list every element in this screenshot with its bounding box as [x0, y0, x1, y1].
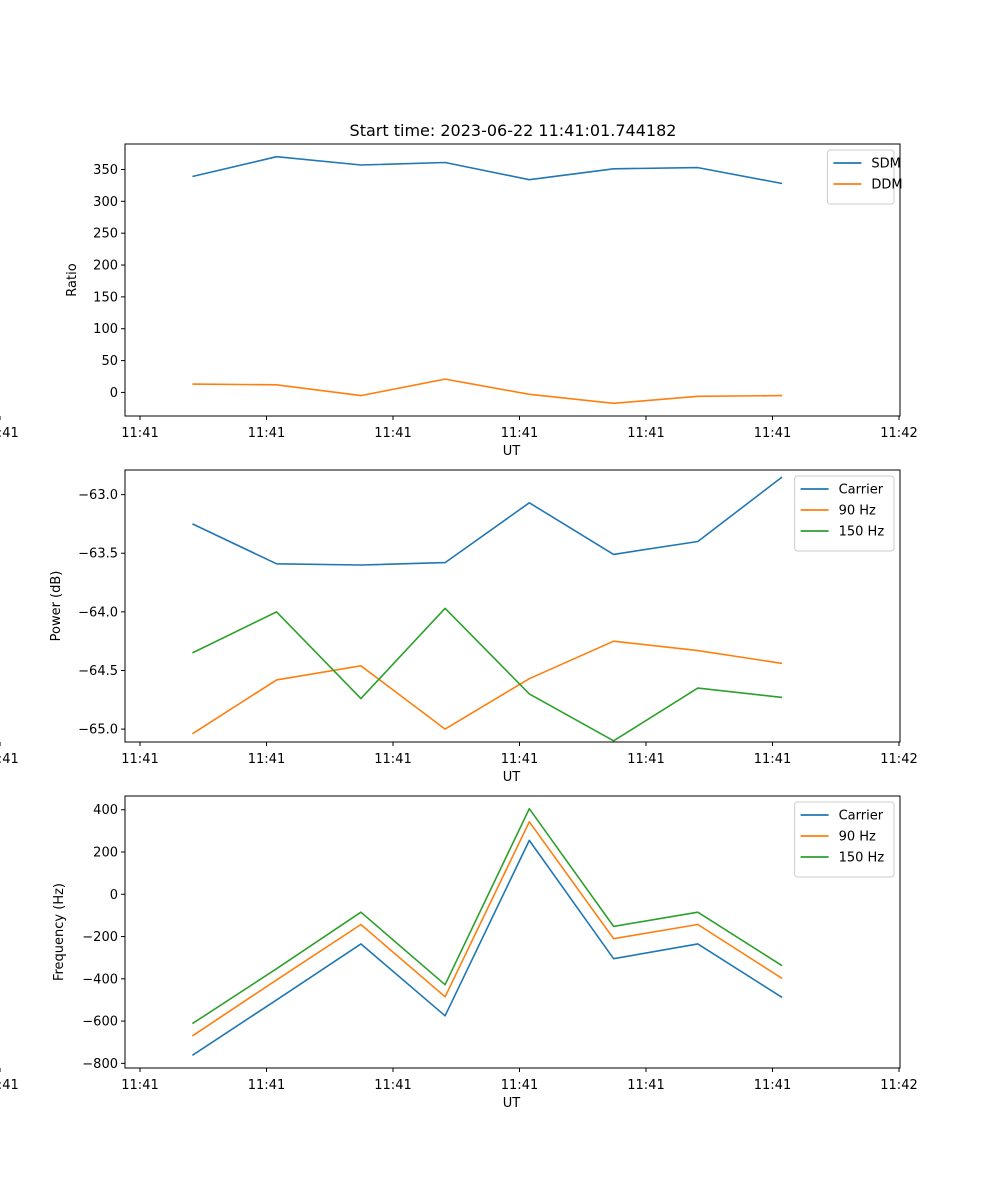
- y-axis-label: Power (dB): [49, 571, 64, 642]
- series-line-carrier: [192, 476, 783, 566]
- series-line-90-hz: [191, 640, 783, 735]
- y-tick-label: −200: [82, 930, 118, 945]
- legend: SDM DDM: [826, 149, 903, 205]
- series-line-90-hz: [191, 820, 783, 1037]
- y-tick-label: 400: [93, 803, 118, 818]
- x-axis-label: UT: [503, 770, 521, 785]
- ratio-subplot: 0 50 100 150 200 250 300 350 11:41 11:41 11:41 11:4…: [0, 143, 918, 459]
- legend-box: [794, 475, 895, 552]
- y-tick-label: 0: [110, 888, 118, 903]
- x-tick-label: 11:41: [501, 1078, 538, 1093]
- x-tick-label: 11:41: [374, 1078, 411, 1093]
- legend-label-ddm: DDM: [871, 178, 902, 193]
- legend-label-90-hz: 90 Hz: [839, 830, 876, 845]
- axes-frame: [124, 795, 901, 1069]
- y-tick-label: −600: [82, 1015, 118, 1030]
- y-tick-label: 100: [93, 322, 118, 337]
- x-tick-label: 11:41: [0, 1078, 19, 1093]
- x-tick-label: 11:41: [248, 1078, 285, 1093]
- series-line-ddm: [192, 378, 783, 405]
- x-axis-label: UT: [503, 1096, 521, 1111]
- series-line-carrier: [191, 839, 783, 1056]
- x-tick-label: 11:42: [880, 752, 917, 767]
- y-axis-label: Ratio: [65, 263, 80, 296]
- series-line-150-hz: [192, 607, 783, 742]
- series-line-150-hz: [191, 807, 783, 1025]
- x-tick-label: 11:41: [374, 426, 411, 441]
- axes-frame: [124, 143, 901, 417]
- legend-label-carrier: Carrier: [839, 483, 884, 498]
- y-tick-label: −400: [82, 972, 118, 987]
- y-tick-label: −64.0: [78, 605, 118, 620]
- series-line-sdm: [192, 155, 783, 185]
- x-tick-label: 11:41: [501, 752, 538, 767]
- axes-frame: [124, 469, 901, 743]
- y-tick-label: −65.0: [78, 723, 118, 738]
- legend-label-90-hz: 90 Hz: [839, 504, 876, 519]
- legend: Carrier 90 Hz 150 Hz: [794, 475, 895, 552]
- y-tick-label: −64.5: [78, 664, 118, 679]
- x-tick-label: 11:41: [248, 426, 285, 441]
- y-tick-label: 200: [93, 846, 118, 861]
- x-tick-label: 11:41: [754, 1078, 791, 1093]
- legend-label-sdm: SDM: [871, 157, 900, 172]
- x-tick-label: 11:41: [627, 752, 664, 767]
- legend-label-150-hz: 150 Hz: [839, 525, 885, 540]
- y-tick-label: −800: [82, 1057, 118, 1072]
- y-tick-label: 0: [110, 386, 118, 401]
- y-tick-label: 300: [93, 195, 118, 210]
- x-tick-label: 11:41: [374, 752, 411, 767]
- x-tick-label: 11:41: [754, 752, 791, 767]
- x-tick-label: 11:41: [627, 1078, 664, 1093]
- frequency-subplot: −800 −600 −400 −200 0 200 400 11:41 11:41 11:41 11…: [0, 795, 918, 1111]
- x-tick-label: 11:41: [627, 426, 664, 441]
- y-tick-label: 150: [93, 290, 118, 305]
- y-axis-label: Frequency (Hz): [52, 883, 67, 981]
- y-tick-label: −63.5: [78, 547, 118, 562]
- y-tick-label: 350: [93, 163, 118, 178]
- x-axis-label: UT: [503, 444, 521, 459]
- x-tick-label: 11:41: [501, 426, 538, 441]
- figure-title: Start time: 2023-06-22 11:41:01.744182: [350, 121, 677, 140]
- legend-label-150-hz: 150 Hz: [839, 851, 885, 866]
- power-subplot: −65.0 −64.5 −64.0 −63.5 −63.0 11:41 11:41 11:41…: [0, 469, 918, 785]
- x-tick-label: 11:42: [880, 1078, 917, 1093]
- y-tick-label: 250: [93, 227, 118, 242]
- legend: Carrier 90 Hz 150 Hz: [794, 801, 895, 878]
- x-tick-label: 11:41: [0, 426, 19, 441]
- legend-label-carrier: Carrier: [839, 809, 884, 824]
- x-tick-label: 11:41: [248, 752, 285, 767]
- x-tick-label: 11:41: [0, 752, 19, 767]
- x-tick-label: 11:42: [880, 426, 917, 441]
- y-tick-label: 200: [93, 259, 118, 274]
- y-tick-label: 50: [101, 354, 118, 369]
- y-tick-label: −63.0: [78, 488, 118, 503]
- x-tick-label: 11:41: [121, 1078, 158, 1093]
- legend-box: [794, 801, 895, 878]
- x-tick-label: 11:41: [754, 426, 791, 441]
- x-tick-label: 11:41: [121, 426, 158, 441]
- x-tick-label: 11:41: [121, 752, 158, 767]
